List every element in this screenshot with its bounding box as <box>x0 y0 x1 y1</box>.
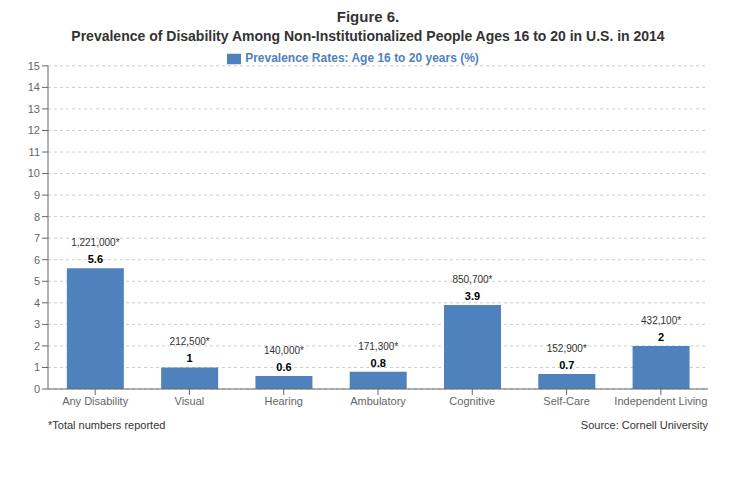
svg-text:4: 4 <box>34 297 40 309</box>
html-text:Figure 6.: Figure 6. <box>336 8 400 25</box>
svg-text:15: 15 <box>28 60 40 72</box>
html-text:*Total numbers reported: *Total numbers reported <box>48 419 166 431</box>
svg-text:0.7: 0.7 <box>559 359 574 371</box>
svg-text:432,100*: 432,100* <box>641 315 681 326</box>
svg-text:9: 9 <box>34 189 40 201</box>
svg-text:1: 1 <box>187 352 193 364</box>
svg-text:14: 14 <box>28 81 40 93</box>
svg-text:Visual: Visual <box>175 395 205 407</box>
svg-text:3.9: 3.9 <box>465 290 480 302</box>
svg-text:11: 11 <box>29 146 40 158</box>
svg-text:8: 8 <box>34 211 40 223</box>
html-text:Source: Cornell University: Source: Cornell University <box>580 419 708 431</box>
svg-text:0.6: 0.6 <box>276 361 291 373</box>
svg-text:Any Disability: Any Disability <box>62 395 129 407</box>
svg-text:171,300*: 171,300* <box>358 341 398 352</box>
svg-text:Hearing: Hearing <box>264 395 303 407</box>
svg-text:Cognitive: Cognitive <box>449 395 495 407</box>
svg-text:140,000*: 140,000* <box>264 345 304 356</box>
svg-text:Self-Care: Self-Care <box>543 395 589 407</box>
svg-text:2: 2 <box>34 340 40 352</box>
html-text:Prevalence Rates: Age 16 to 20: Prevalence Rates: Age 16 to 20 years (%) <box>245 51 479 65</box>
svg-text:1,221,000*: 1,221,000* <box>71 237 119 248</box>
svg-text:12: 12 <box>28 124 40 136</box>
svg-text:13: 13 <box>28 103 40 115</box>
svg-text:2: 2 <box>658 331 664 343</box>
svg-text:152,900*: 152,900* <box>547 343 587 354</box>
svg-text:1: 1 <box>34 361 40 373</box>
svg-text:850,700*: 850,700* <box>452 274 492 285</box>
svg-text:7: 7 <box>34 232 40 244</box>
svg-text:0: 0 <box>34 383 40 395</box>
svg-text:6: 6 <box>34 254 40 266</box>
svg-text:212,500*: 212,500* <box>170 336 210 347</box>
svg-text:3: 3 <box>34 318 40 330</box>
html-text:Prevalence of Disability Among: Prevalence of Disability Among Non-Insti… <box>71 28 665 44</box>
svg-text:Independent Living: Independent Living <box>614 395 707 407</box>
svg-text:Ambulatory: Ambulatory <box>350 395 406 407</box>
svg-text:0.8: 0.8 <box>371 357 386 369</box>
svg-text:10: 10 <box>28 167 40 179</box>
svg-text:5.6: 5.6 <box>88 253 103 265</box>
svg-text:5: 5 <box>34 275 40 287</box>
